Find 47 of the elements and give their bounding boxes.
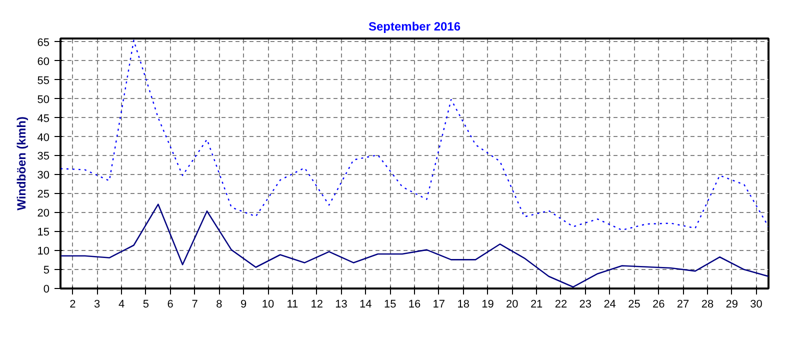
y-tick-label: 45 bbox=[37, 112, 50, 125]
y-tick-label: 10 bbox=[37, 246, 50, 258]
x-tick-label: 25 bbox=[628, 298, 640, 310]
x-tick-label: 3 bbox=[94, 298, 100, 310]
y-tick-label: 5 bbox=[43, 264, 50, 277]
x-tick-label: 23 bbox=[579, 298, 592, 310]
x-tick-label: 19 bbox=[482, 298, 494, 310]
x-tick-label: 26 bbox=[652, 298, 665, 310]
y-tick-label: 50 bbox=[37, 94, 50, 106]
y-tick-label: 55 bbox=[37, 74, 50, 87]
y-tick-label: 0 bbox=[43, 284, 50, 296]
x-tick-label: 9 bbox=[240, 298, 247, 310]
line-series bbox=[60, 204, 768, 288]
y-tick-label: 15 bbox=[37, 226, 50, 239]
x-tick-label: 17 bbox=[432, 298, 446, 310]
x-tick-label: 2 bbox=[70, 298, 76, 310]
x-tick-label: 12 bbox=[310, 298, 323, 310]
y-tick-label: 40 bbox=[37, 132, 50, 144]
x-tick-label: 27 bbox=[676, 298, 690, 310]
x-tick-label: 29 bbox=[726, 298, 738, 310]
x-tick-label: 5 bbox=[142, 298, 150, 310]
y-tick-label: 30 bbox=[37, 170, 50, 182]
x-tick-label: 7 bbox=[192, 298, 198, 310]
line-series bbox=[60, 40, 768, 231]
x-tick-label: 15 bbox=[384, 298, 396, 310]
x-tick-label: 30 bbox=[750, 298, 762, 310]
x-tick-label: 8 bbox=[216, 298, 222, 310]
y-tick-label: 25 bbox=[37, 188, 50, 201]
x-tick-label: 20 bbox=[506, 298, 518, 310]
x-tick-label: 6 bbox=[167, 298, 174, 310]
x-tick-label: 4 bbox=[118, 298, 125, 310]
x-tick-label: 28 bbox=[701, 298, 714, 310]
x-tick-label: 18 bbox=[457, 298, 470, 310]
x-tick-label: 14 bbox=[360, 298, 372, 310]
x-tick-label: 24 bbox=[604, 298, 616, 310]
x-tick-label: 21 bbox=[530, 298, 543, 310]
y-tick-label: 65 bbox=[37, 36, 50, 49]
y-axis-title: Windböen (kmh) bbox=[14, 116, 28, 210]
y-tick-label: 20 bbox=[37, 208, 50, 220]
chart-title: September 2016 bbox=[368, 20, 461, 34]
x-tick-label: 22 bbox=[554, 298, 568, 310]
y-tick-label: 35 bbox=[37, 150, 50, 163]
x-tick-label: 13 bbox=[335, 298, 348, 310]
x-tick-label: 10 bbox=[262, 298, 274, 310]
x-tick-label: 11 bbox=[286, 298, 298, 310]
y-tick-label: 60 bbox=[37, 56, 50, 68]
x-tick-label: 16 bbox=[408, 298, 421, 310]
